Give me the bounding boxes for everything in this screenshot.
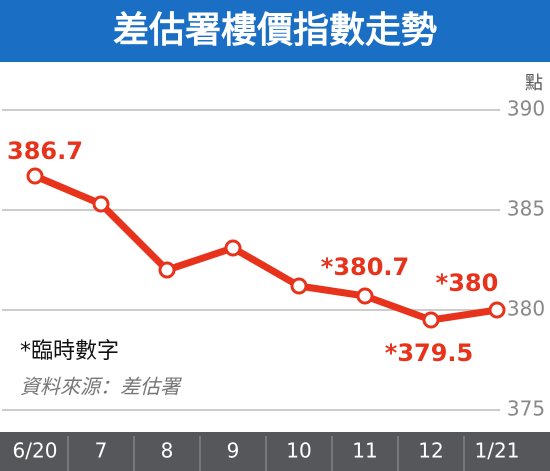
chart-title: 差估署樓價指數走勢 <box>113 10 437 51</box>
x-tick-label: 7 <box>95 439 108 463</box>
x-tick-label: 10 <box>286 439 311 463</box>
y-tick-label: 385 <box>507 197 545 221</box>
data-label: *380.7 <box>321 253 409 281</box>
data-line <box>33 172 498 324</box>
data-label: 386.7 <box>7 137 83 165</box>
y-tick-label: 390 <box>507 97 545 121</box>
x-axis-band <box>0 432 550 471</box>
data-label: *379.5 <box>385 339 473 367</box>
data-point <box>92 195 110 213</box>
x-tick-label: 12 <box>418 439 443 463</box>
data-point <box>422 311 440 329</box>
note: *臨時數字 <box>20 339 119 364</box>
data-point <box>290 277 308 295</box>
data-point <box>26 167 44 185</box>
data-point <box>224 239 242 257</box>
x-tick-label: 6/20 <box>13 439 58 463</box>
data-point <box>488 301 506 319</box>
x-tick-label: 1/21 <box>475 439 520 463</box>
data-point <box>158 261 176 279</box>
x-tick-label: 8 <box>161 439 174 463</box>
data-label: *380 <box>436 269 499 297</box>
data-point <box>356 287 374 305</box>
x-tick-label: 11 <box>352 439 377 463</box>
x-tick-label: 9 <box>227 439 240 463</box>
y-tick-label: 375 <box>507 397 545 421</box>
title-banner <box>0 0 550 62</box>
y-axis-label: 點 <box>525 73 543 94</box>
y-tick-label: 380 <box>507 297 545 321</box>
source: 資料來源：差估署 <box>20 375 182 399</box>
